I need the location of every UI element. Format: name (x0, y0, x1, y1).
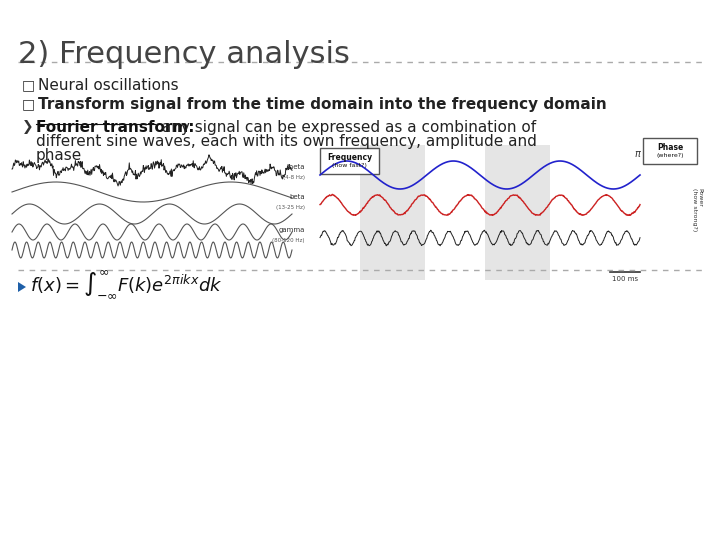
Text: $f(x) = \int_{-\infty}^{\infty} F(k)e^{2\pi ikx}dk$: $f(x) = \int_{-\infty}^{\infty} F(k)e^{2… (30, 268, 222, 300)
Text: (13-25 Hz): (13-25 Hz) (276, 205, 305, 210)
Text: Transform signal from the time domain into the frequency domain: Transform signal from the time domain in… (38, 97, 607, 112)
Bar (485, 145, 550, 280)
FancyBboxPatch shape (643, 138, 697, 164)
Text: theta: theta (287, 164, 305, 170)
Text: □: □ (22, 97, 35, 111)
Text: (where?): (where?) (656, 152, 684, 158)
Text: Power
(how strong?): Power (how strong?) (692, 188, 703, 232)
Text: □: □ (22, 78, 35, 92)
Text: 100 ms: 100 ms (612, 276, 638, 282)
Text: gamma: gamma (279, 227, 305, 233)
Text: Phase: Phase (657, 143, 683, 152)
Text: (80-120 Hz): (80-120 Hz) (272, 238, 305, 243)
Text: Frequency: Frequency (327, 152, 372, 161)
Text: different sine waves, each with its own frequency, amplitude and: different sine waves, each with its own … (36, 134, 537, 149)
Text: Fourier transform:: Fourier transform: (36, 120, 194, 135)
Bar (360, 145, 425, 280)
Text: phase: phase (36, 148, 82, 163)
Polygon shape (18, 282, 26, 292)
FancyBboxPatch shape (320, 148, 379, 174)
Text: (how fast?): (how fast?) (332, 163, 367, 167)
Text: beta: beta (289, 194, 305, 200)
Text: Neural oscillations: Neural oscillations (38, 78, 179, 93)
Text: any signal can be expressed as a combination of: any signal can be expressed as a combina… (157, 120, 536, 135)
Text: 2) Frequency analysis: 2) Frequency analysis (18, 40, 350, 69)
Text: $\pi$: $\pi$ (634, 149, 642, 159)
Text: ❯: ❯ (22, 120, 34, 134)
Text: (4-8 Hz): (4-8 Hz) (283, 175, 305, 180)
